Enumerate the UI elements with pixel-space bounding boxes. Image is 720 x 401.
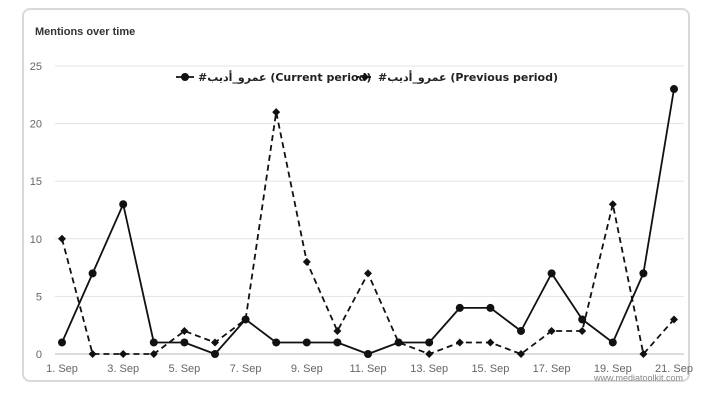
data-point (608, 338, 617, 347)
data-point (119, 200, 128, 209)
data-point (670, 85, 678, 94)
legend: #عمرو_أديب (Current period) #عمرو_أديب (P… (176, 70, 558, 84)
data-point (333, 338, 342, 347)
data-point (547, 326, 556, 335)
data-point (211, 338, 219, 347)
data-point (211, 350, 219, 358)
data-point (486, 338, 495, 347)
data-point (149, 338, 158, 347)
data-point (517, 326, 525, 335)
data-point (272, 338, 281, 347)
data-point (58, 338, 66, 347)
data-point (119, 350, 128, 358)
data-point (180, 326, 189, 335)
x-tick-label: 13. Sep (410, 363, 448, 375)
credit-text: www.mediatoolkit.com (593, 373, 683, 383)
data-point (578, 326, 587, 335)
series-line (61, 88, 675, 355)
data-point (455, 303, 464, 312)
x-tick-label: 17. Sep (533, 363, 571, 375)
data-point (639, 269, 648, 278)
x-tick-label: 11. Sep (349, 363, 386, 375)
data-point (425, 338, 434, 347)
data-point (88, 269, 97, 278)
y-tick-label: 20 (30, 119, 42, 131)
legend-label: #عمرو_أديب (Current period) (198, 70, 371, 84)
x-tick-label: 1. Sep (46, 363, 78, 375)
series-previous-period (58, 108, 678, 358)
data-point (180, 338, 189, 347)
chart-title: Mentions over time (35, 26, 136, 38)
data-point (517, 350, 525, 358)
y-tick-label: 0 (36, 349, 42, 361)
data-point (364, 269, 372, 278)
data-point (272, 108, 281, 117)
legend-label: #عمرو_أديب (Previous period) (378, 70, 558, 84)
legend-item: #عمرو_أديب (Previous period) (356, 70, 558, 84)
x-axis-ticks: 1. Sep 3. Sep 5. Sep 7. Sep 9. Sep 11. Sep 13.… (46, 363, 693, 375)
y-tick-label: 15 (30, 176, 42, 188)
data-point (547, 269, 556, 278)
y-tick-label: 5 (36, 291, 42, 303)
data-point (88, 350, 97, 358)
data-point (639, 350, 648, 358)
data-point (149, 350, 158, 358)
legend-item: #عمرو_أديب (Current period) (176, 70, 371, 84)
data-point (333, 326, 342, 335)
x-tick-label: 15. Sep (471, 363, 509, 375)
data-point (670, 315, 678, 324)
data-point (486, 303, 495, 312)
x-tick-label: 7. Sep (230, 363, 262, 375)
x-tick-label: 19. Sep (594, 363, 632, 375)
data-point (58, 234, 66, 243)
y-axis-ticks: 0 5 10 15 20 25 (30, 61, 42, 361)
data-point (302, 257, 311, 266)
data-point (364, 350, 372, 358)
legend-marker (181, 73, 189, 81)
data-point (425, 350, 434, 358)
grid-lines (55, 65, 684, 355)
data-point (302, 338, 311, 347)
y-tick-label: 10 (30, 234, 42, 246)
y-tick-label: 25 (30, 61, 42, 73)
x-tick-label: 5. Sep (168, 363, 200, 375)
data-point (241, 315, 250, 324)
x-tick-label: 3. Sep (107, 363, 139, 375)
legend-marker (361, 73, 369, 81)
data-point (608, 200, 617, 209)
series-group (58, 85, 678, 358)
data-point (455, 338, 464, 347)
data-point (394, 338, 403, 347)
x-tick-label: 9. Sep (291, 363, 323, 375)
x-tick-label: 21. Sep (655, 363, 693, 375)
